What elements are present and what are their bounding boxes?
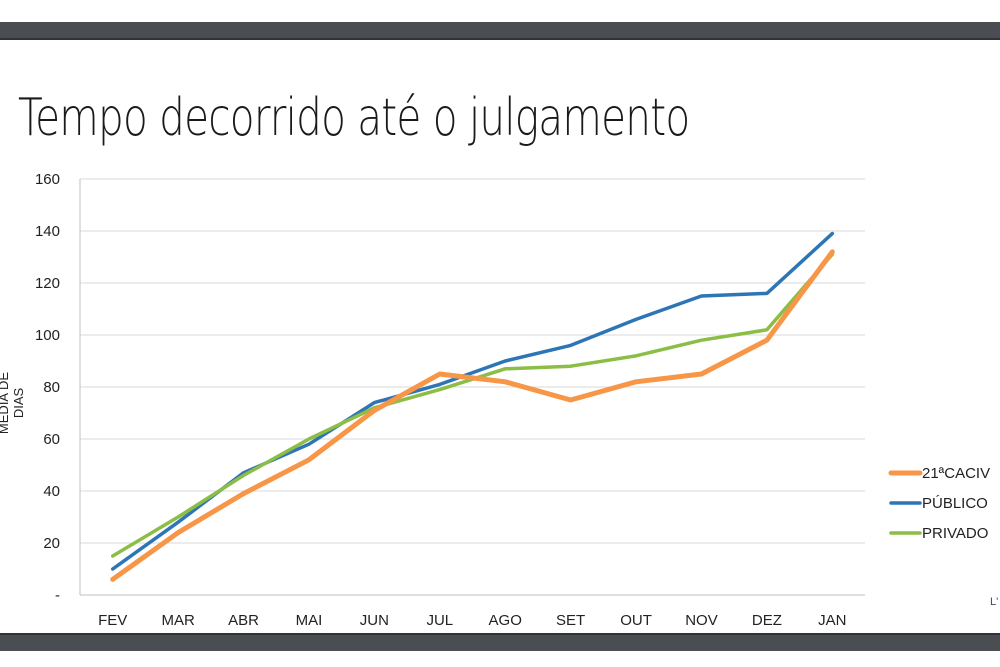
x-tick-label: MAI: [296, 612, 323, 629]
x-tick-label: JUN: [360, 612, 389, 629]
y-tick-label: 140: [35, 223, 60, 240]
y-tick-label: 80: [43, 379, 60, 396]
legend: 21ªCACIV PÚBLICO PRIVADO: [888, 465, 990, 542]
x-tick-label: JAN: [818, 612, 846, 629]
x-tick-label: OUT: [620, 612, 652, 629]
slide-title: Tempo decorrido até o julgamento: [18, 88, 690, 148]
y-tick-label: 60: [43, 431, 60, 448]
legend-label: PÚBLICO: [922, 495, 988, 512]
series-line-2: [110, 252, 835, 558]
legend-label: 21ªCACIV: [922, 465, 990, 482]
series-line-1: [110, 231, 835, 571]
y-tick-labels: - 20 40 60 80 100 120 140 160: [35, 171, 60, 604]
series-line-0: [110, 249, 835, 582]
x-tick-label: FEV: [98, 612, 127, 629]
top-frame-bar: [0, 22, 1000, 40]
x-tick-label: ABR: [228, 612, 259, 629]
y-tick-label: 100: [35, 327, 60, 344]
x-tick-labels: FEV MAR ABR MAI JUN JUL AGO SET OUT NOV DEZ JAN: [98, 612, 846, 629]
x-tick-label: MAR: [161, 612, 195, 629]
series-lines: [110, 231, 835, 582]
legend-label: PRIVADO: [922, 525, 988, 542]
x-tick-label: NOV: [685, 612, 718, 629]
y-tick-label: 40: [43, 483, 60, 500]
x-tick-label: JUL: [426, 612, 453, 629]
y-tick-label: 160: [35, 171, 60, 188]
gridlines: [79, 178, 865, 596]
x-tick-label: DEZ: [752, 612, 782, 629]
x-tick-label: AGO: [489, 612, 522, 629]
y-tick-label: 120: [35, 275, 60, 292]
x-tick-label: SET: [556, 612, 585, 629]
y-tick-label: 20: [43, 535, 60, 552]
bottom-frame-bar: [0, 633, 1000, 651]
y-tick-label: -: [55, 587, 60, 604]
corner-mark: L': [990, 596, 999, 608]
